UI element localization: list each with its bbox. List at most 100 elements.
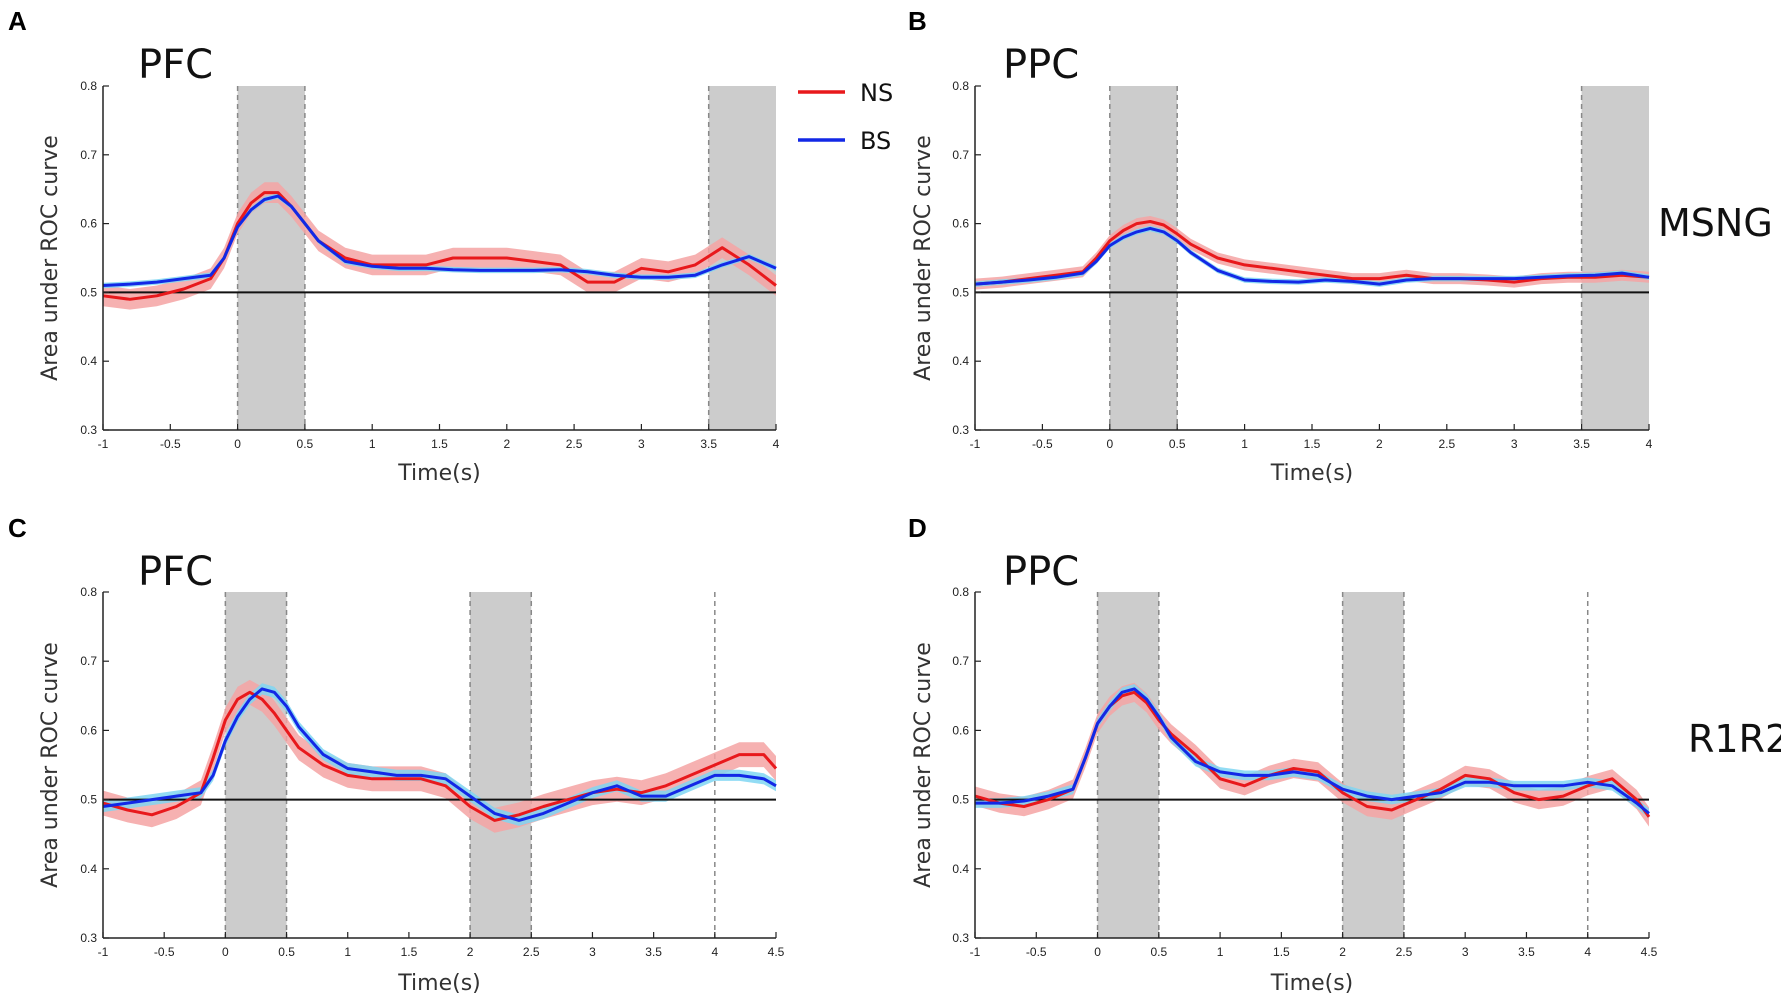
x-tick-label: 0: [1094, 945, 1101, 959]
x-tick-label: 1: [1217, 945, 1224, 959]
panels: A PFC 0.3 0.4 0.5 0.6 0.7 0.8 -1 -0.5 0 0.5 1 1.5 2 2.5…: [8, 6, 1658, 996]
x-tick-label: 1: [369, 437, 376, 451]
y-tick-label: 0.4: [80, 354, 97, 368]
series-line-bs: [102, 687, 777, 822]
shaded-interval: [1109, 86, 1178, 430]
panel-title: PPC: [1003, 549, 1079, 595]
x-tick-label: 4: [711, 945, 718, 959]
y-axis-title: Area under ROC curve: [38, 642, 63, 888]
x-tick-label: 0: [1106, 437, 1113, 451]
y-tick-label: 0.3: [952, 423, 969, 437]
x-tick-label: 2.5: [1396, 945, 1413, 959]
x-tick-label: 0.5: [278, 945, 295, 959]
shaded-interval: [470, 592, 532, 938]
x-tick-label: 0.5: [1169, 437, 1186, 451]
x-tick-label: -0.5: [160, 437, 181, 451]
band-ns: [103, 182, 776, 310]
x-axis-title: Time(s): [397, 461, 480, 486]
x-tick-label: 2: [1339, 945, 1346, 959]
x-tick-label: 2.5: [523, 945, 540, 959]
x-tick-label: 3: [1462, 945, 1469, 959]
x-tick-label: 4: [1584, 945, 1591, 959]
x-axis-title: Time(s): [397, 971, 480, 996]
y-tick-label: 0.8: [80, 585, 97, 599]
y-tick-label: 0.6: [80, 217, 97, 231]
band-bs: [975, 684, 1649, 819]
x-tick-label: 1.5: [1304, 437, 1321, 451]
row-label-msng: MSNG: [1658, 201, 1773, 245]
x-tick-label: 3: [589, 945, 596, 959]
x-tick-label: 3: [638, 437, 645, 451]
x-tick-label: 2: [1376, 437, 1383, 451]
panel-title: PFC: [138, 42, 213, 88]
x-axis-title: Time(s): [1270, 971, 1353, 996]
y-tick-label: 0.3: [80, 423, 97, 437]
y-tick-label: 0.6: [80, 723, 97, 737]
legend-item-ns: NS: [798, 79, 893, 107]
y-tick-label: 0.7: [952, 148, 969, 162]
x-tick-label: -1: [98, 437, 109, 451]
y-tick-label: 0.6: [952, 217, 969, 231]
panel-letter: C: [8, 513, 27, 543]
x-tick-label: 3.5: [1573, 437, 1590, 451]
panel-letter: D: [908, 513, 927, 543]
y-tick-label: 0.8: [952, 79, 969, 93]
y-tick-label: 0.3: [952, 931, 969, 945]
x-tick-label: -1: [970, 437, 981, 451]
x-tick-label: -0.5: [1032, 437, 1053, 451]
x-tick-label: 4.5: [768, 945, 785, 959]
y-tick-label: 0.7: [80, 148, 97, 162]
series-line-ns: [974, 220, 1650, 286]
panel-D: D PPC 0.3 0.4 0.5 0.6 0.7 0.8 -1 -0.5 0 0.5 1 1.5 2 2.5…: [908, 513, 1658, 996]
x-tick-label: 4: [1646, 437, 1653, 451]
y-tick-label: 0.7: [952, 654, 969, 668]
panel-B: B PPC 0.3 0.4 0.5 0.6 0.7 0.8 -1 -0.5 0 0.5 1 1.5 2 2.5…: [908, 6, 1653, 486]
x-tick-label: 3.5: [700, 437, 717, 451]
x-tick-label: 4.5: [1641, 945, 1658, 959]
legend-label: BS: [860, 127, 891, 155]
shaded-interval: [1581, 86, 1649, 430]
y-tick-label: 0.5: [952, 285, 969, 299]
y-axis-title: Area under ROC curve: [38, 135, 63, 381]
x-tick-label: 0.5: [297, 437, 314, 451]
x-axis-title: Time(s): [1270, 461, 1353, 486]
x-tick-label: 1.5: [1273, 945, 1290, 959]
series-line-bs: [102, 194, 777, 287]
x-tick-label: 1: [344, 945, 351, 959]
shaded-interval: [1097, 592, 1159, 938]
legend-item-bs: BS: [798, 127, 891, 155]
x-tick-label: 0: [234, 437, 241, 451]
y-tick-label: 0.8: [952, 585, 969, 599]
x-tick-label: 1: [1241, 437, 1248, 451]
shaded-interval: [1342, 592, 1404, 938]
x-tick-label: 2.5: [1438, 437, 1455, 451]
y-tick-label: 0.5: [952, 793, 969, 807]
x-tick-label: -1: [98, 945, 109, 959]
y-tick-label: 0.5: [80, 793, 97, 807]
y-tick-label: 0.4: [80, 862, 97, 876]
shaded-interval: [225, 592, 287, 938]
panel-letter: B: [908, 6, 927, 36]
panel-title: PFC: [138, 549, 213, 595]
panel-A: A PFC 0.3 0.4 0.5 0.6 0.7 0.8 -1 -0.5 0 0.5 1 1.5 2 2.5…: [8, 6, 780, 486]
x-tick-label: 0: [222, 945, 229, 959]
x-tick-label: -0.5: [154, 945, 175, 959]
band-bs: [975, 225, 1649, 287]
series-line-ns: [102, 690, 778, 822]
y-tick-label: 0.5: [80, 285, 97, 299]
series-line-bs: [975, 687, 1650, 815]
x-tick-label: -0.5: [1026, 945, 1047, 959]
y-axis-title: Area under ROC curve: [911, 135, 936, 381]
y-tick-label: 0.8: [80, 79, 97, 93]
y-tick-label: 0.6: [952, 723, 969, 737]
row-labels: MSNG R1R2: [1658, 201, 1781, 761]
x-tick-label: 0.5: [1150, 945, 1167, 959]
x-tick-label: 2: [503, 437, 510, 451]
band-ns: [103, 679, 776, 833]
x-tick-label: 2.5: [566, 437, 583, 451]
x-tick-label: -1: [970, 945, 981, 959]
x-tick-label: 3.5: [645, 945, 662, 959]
y-tick-label: 0.4: [952, 862, 969, 876]
x-tick-label: 2: [467, 945, 474, 959]
panel-title: PPC: [1003, 42, 1079, 88]
